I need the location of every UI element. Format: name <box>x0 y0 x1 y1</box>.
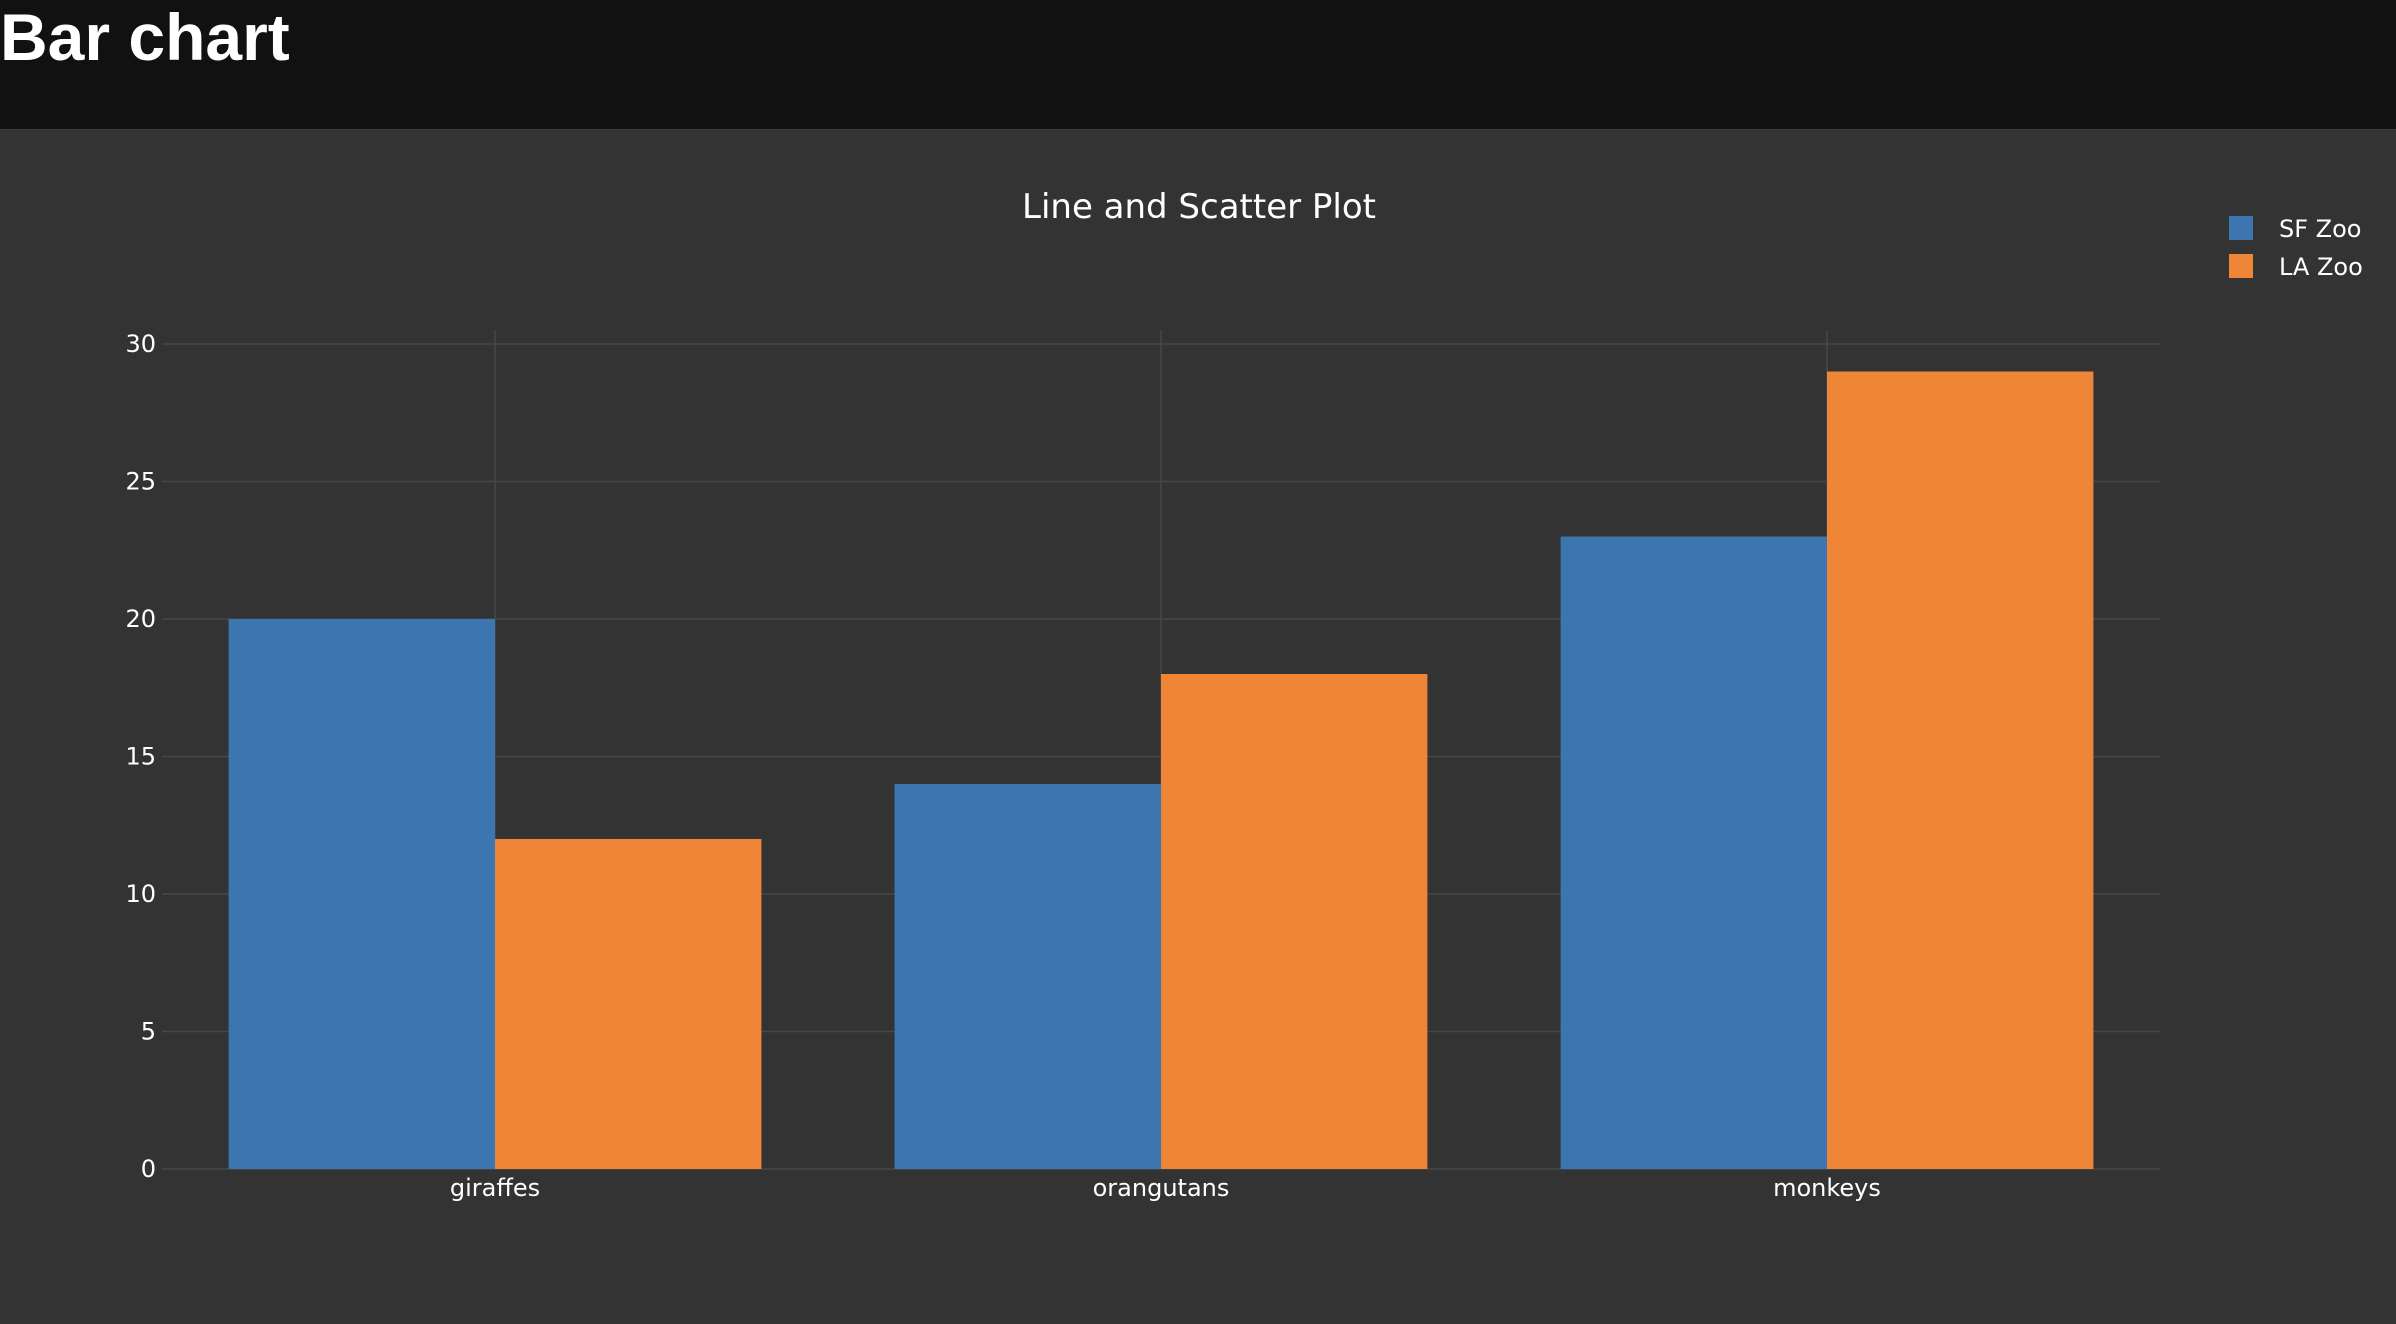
y-tick-label: 25 <box>125 468 156 496</box>
x-tick-label: orangutans <box>1093 1174 1230 1202</box>
bar-sf-zoo-orangutans[interactable] <box>894 784 1161 1169</box>
header-bar: Bar chart <box>0 0 2396 130</box>
bar-la-zoo-orangutans[interactable] <box>1161 674 1428 1169</box>
y-tick-label: 10 <box>125 880 156 908</box>
legend-label: SF Zoo <box>2279 215 2361 243</box>
chart-title: Line and Scatter Plot <box>1022 187 1376 227</box>
legend[interactable]: SF Zoo LA Zoo <box>2229 215 2363 281</box>
bars-layer <box>228 371 2094 1170</box>
legend-swatch <box>2229 216 2253 240</box>
legend-swatch <box>2229 254 2253 278</box>
y-tick-label: 20 <box>125 605 156 633</box>
chart-container: 0 5 10 15 20 25 30 giraffes orangutans monkeys Li… <box>0 130 2396 1324</box>
legend-item-la-zoo[interactable]: LA Zoo <box>2229 253 2363 281</box>
bar-chart: 0 5 10 15 20 25 30 giraffes orangutans monkeys Li… <box>125 187 2363 1202</box>
y-tick-label: 30 <box>125 330 156 358</box>
x-tick-label: monkeys <box>1773 1174 1881 1202</box>
y-tick-label: 5 <box>141 1018 156 1046</box>
bar-sf-zoo-giraffes[interactable] <box>228 619 495 1169</box>
axis-layer: 0 5 10 15 20 25 30 giraffes orangutans monkeys <box>125 330 1880 1202</box>
y-tick-label: 0 <box>141 1155 156 1183</box>
legend-label: LA Zoo <box>2279 253 2363 281</box>
x-tick-label: giraffes <box>450 1174 540 1202</box>
bar-la-zoo-monkeys[interactable] <box>1827 371 2094 1170</box>
bar-sf-zoo-monkeys[interactable] <box>1560 536 1827 1170</box>
bar-la-zoo-giraffes[interactable] <box>495 839 762 1169</box>
legend-item-sf-zoo[interactable]: SF Zoo <box>2229 215 2361 243</box>
y-tick-label: 15 <box>125 743 156 771</box>
page-title: Bar chart <box>0 0 290 74</box>
